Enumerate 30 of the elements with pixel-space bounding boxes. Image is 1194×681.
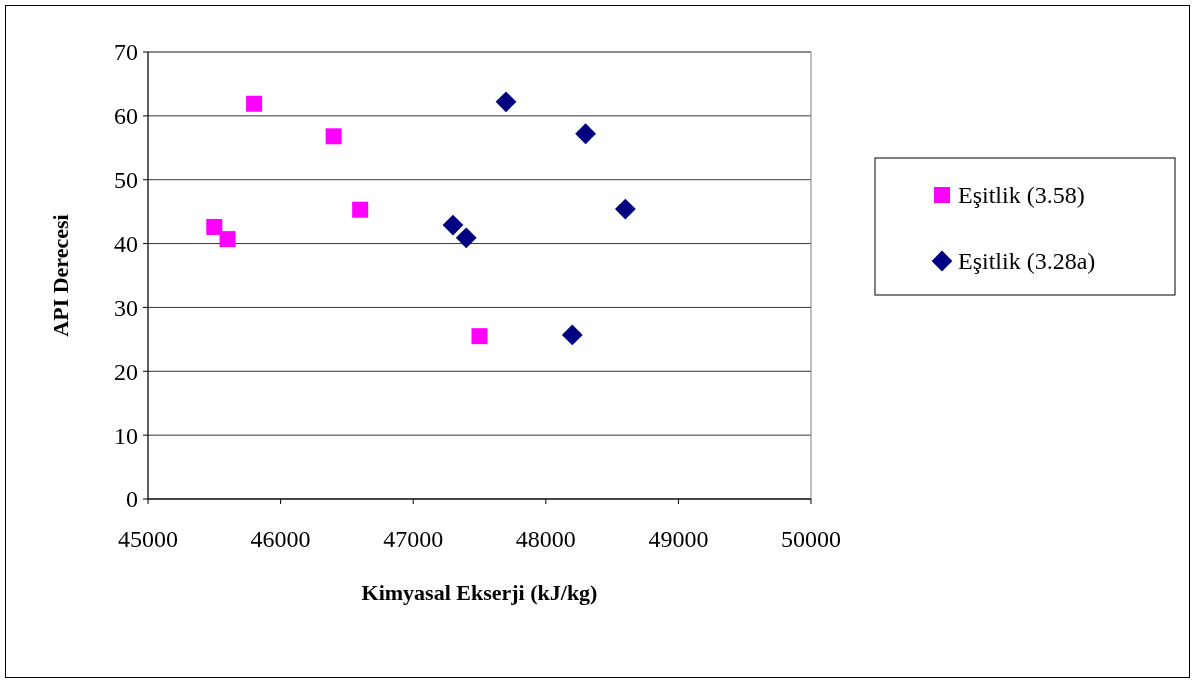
point	[495, 91, 517, 113]
point	[206, 218, 223, 235]
y-axis-title: API Derecesi	[48, 214, 73, 337]
y-tick-label: 30	[114, 294, 138, 321]
point	[352, 201, 369, 218]
legend-label: Eşitlik (3.28a)	[958, 248, 1096, 275]
legend-label: Eşitlik (3.58)	[958, 182, 1085, 209]
point	[471, 328, 488, 345]
y-tick-label: 50	[114, 167, 138, 194]
point	[455, 227, 477, 249]
y-tick-label: 70	[114, 39, 138, 66]
point	[575, 123, 596, 145]
x-tick-label: 45000	[118, 526, 178, 552]
point	[246, 95, 263, 112]
x-axis-title: Kimyasal Ekserji (kJ/kg)	[361, 580, 598, 605]
y-tick-label: 40	[114, 230, 138, 257]
x-tick-label: 49000	[648, 526, 709, 552]
point	[325, 128, 342, 145]
y-tick-label: 20	[114, 358, 138, 385]
point	[442, 214, 464, 236]
x-tick-label: 50000	[781, 526, 841, 552]
y-tick-label: 0	[126, 486, 138, 513]
point	[561, 324, 583, 346]
x-tick-label: 48000	[515, 526, 576, 552]
point	[219, 231, 236, 248]
x-tick-label: 47000	[383, 526, 444, 552]
x-tick-label: 46000	[250, 526, 311, 552]
y-tick-label: 10	[114, 422, 138, 449]
y-tick-label: 60	[114, 103, 138, 130]
point	[614, 198, 636, 220]
